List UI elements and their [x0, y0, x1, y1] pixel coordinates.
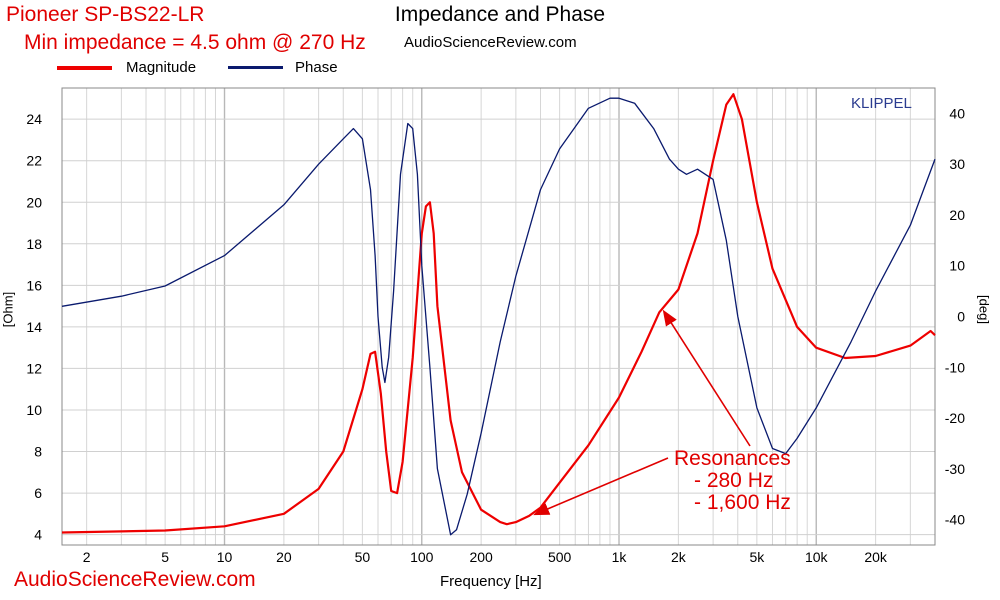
min-impedance-note: Min impedance = 4.5 ohm @ 270 Hz [24, 31, 366, 54]
x-axis-label: Frequency [Hz] [440, 573, 542, 590]
source-watermark-top: AudioScienceReview.com [404, 34, 577, 51]
x-tick-label: 20k [864, 549, 888, 565]
klippel-brand: KLIPPEL [851, 95, 912, 112]
x-tick-label: 5 [161, 549, 169, 565]
series-lines [61, 93, 936, 536]
annotation-line-1: Resonances [674, 447, 791, 470]
y-left-tick-label: 24 [26, 111, 42, 127]
legend-phase-label: Phase [295, 59, 338, 76]
y-right-tick-labels: 40 30 20 10 0 -10 -20 -30 -40 [945, 105, 965, 527]
resonance-annotation: Resonances - 280 Hz - 1,600 Hz [674, 448, 791, 514]
speaker-model-title: Pioneer SP-BS22-LR [6, 3, 205, 26]
annotation-arrow [533, 457, 669, 516]
y-left-tick-label: 18 [26, 236, 42, 252]
y-left-tick-label: 22 [26, 153, 42, 169]
grid-lines [62, 88, 936, 545]
legend-phase-swatch [228, 66, 283, 69]
y-right-tick-label: 40 [949, 105, 965, 121]
y-right-tick-label: -40 [945, 512, 965, 528]
y-left-tick-label: 14 [26, 319, 42, 335]
magnitude-series-line [61, 93, 936, 534]
y-left-tick-label: 6 [34, 485, 42, 501]
y-right-tick-label: 0 [957, 309, 965, 325]
annotation-line-2: - 280 Hz [694, 469, 774, 492]
y-left-tick-label: 12 [26, 360, 42, 376]
x-tick-label: 20 [276, 549, 292, 565]
x-tick-label: 2k [671, 549, 687, 565]
y-left-tick-label: 16 [26, 277, 42, 293]
legend-magnitude-label: Magnitude [126, 59, 197, 76]
y-right-tick-label: -10 [945, 359, 965, 375]
annotation-line-3: - 1,600 Hz [694, 491, 791, 514]
x-tick-label: 50 [355, 549, 371, 565]
x-tick-label: 500 [548, 549, 572, 565]
x-tick-label: 100 [410, 549, 434, 565]
y-right-tick-label: 10 [949, 258, 965, 274]
y-axis-right-label: [deg] [976, 295, 992, 324]
y-left-tick-labels: 4 6 8 10 12 14 16 18 20 22 24 [26, 111, 42, 542]
y-axis-left-label: [Ohm] [0, 291, 16, 328]
y-left-tick-label: 20 [26, 194, 42, 210]
y-right-tick-label: -20 [945, 410, 965, 426]
annotation-arrow [662, 309, 751, 447]
x-tick-label: 1k [612, 549, 628, 565]
x-tick-label: 10 [217, 549, 233, 565]
y-right-tick-label: -30 [945, 461, 965, 477]
x-tick-label: 2 [83, 549, 91, 565]
y-left-tick-label: 10 [26, 402, 42, 418]
source-watermark-bottom: AudioScienceReview.com [14, 568, 256, 591]
x-tick-label: 5k [749, 549, 765, 565]
x-tick-labels: 2 5 10 20 50 100 200 500 1k 2k 5k 10k 20k [83, 549, 888, 565]
chart-title: Impedance and Phase [394, 3, 606, 26]
annotation-arrows [533, 309, 751, 516]
y-left-tick-label: 4 [34, 527, 42, 543]
y-right-tick-label: 20 [949, 207, 965, 223]
phase-series-line [61, 97, 936, 536]
x-tick-label: 200 [469, 549, 493, 565]
y-left-tick-label: 8 [34, 444, 42, 460]
y-right-tick-label: 30 [949, 156, 965, 172]
plot-frame [61, 87, 936, 546]
legend-magnitude-swatch [57, 66, 112, 70]
x-tick-label: 10k [805, 549, 829, 565]
